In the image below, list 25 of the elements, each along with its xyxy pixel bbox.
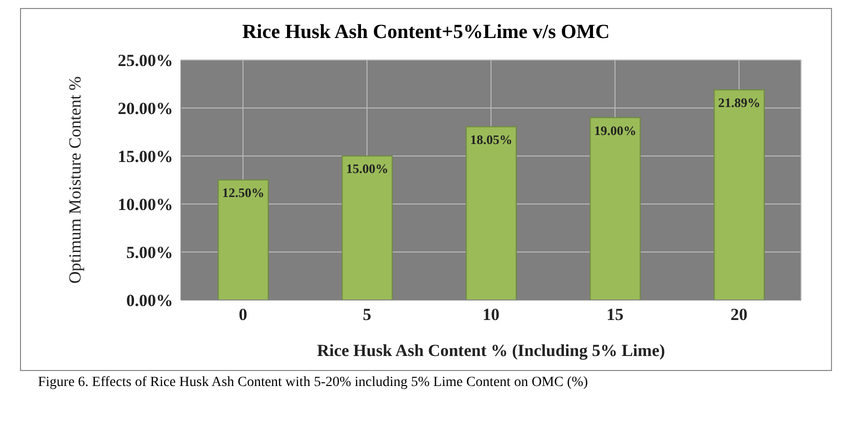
x-tick-label: 0	[238, 305, 248, 324]
y-tick-label: 0.00%	[126, 291, 173, 310]
x-tick-label: 5	[362, 305, 372, 324]
bar	[342, 156, 393, 300]
x-tick-label: 10	[482, 305, 500, 324]
bar	[218, 180, 269, 300]
caption: Figure 6. Effects of Rice Husk Ash Content with 5-20% including 5% Lime Content on OMC (%)	[37, 375, 589, 391]
x-tick-label: 20	[730, 305, 748, 324]
bar	[466, 126, 517, 300]
x-tick-label: 15	[606, 305, 624, 324]
y-tick-label: 20.00%	[118, 99, 173, 118]
data-label: 19.00%	[594, 122, 636, 138]
bar	[714, 89, 765, 300]
chart-title: Rice Husk Ash Content+5%Lime v/s OMC	[241, 20, 611, 45]
data-label: 12.50%	[222, 185, 264, 200]
y-tick-label: 15.00%	[118, 147, 173, 166]
y-tick-label: 5.00%	[126, 243, 173, 262]
data-label: 21.89%	[718, 95, 760, 110]
data-label: 15.00%	[346, 161, 388, 176]
y-tick-label: 25.00%	[118, 51, 173, 70]
y-axis-title: Optimum Moisture Content %	[66, 76, 84, 284]
bar	[590, 117, 641, 300]
y-tick-label: 10.00%	[118, 195, 173, 214]
x-axis-title: Rice Husk Ash Content % (Including 5% Lime)	[316, 341, 666, 360]
data-label: 18.05%	[470, 132, 512, 147]
